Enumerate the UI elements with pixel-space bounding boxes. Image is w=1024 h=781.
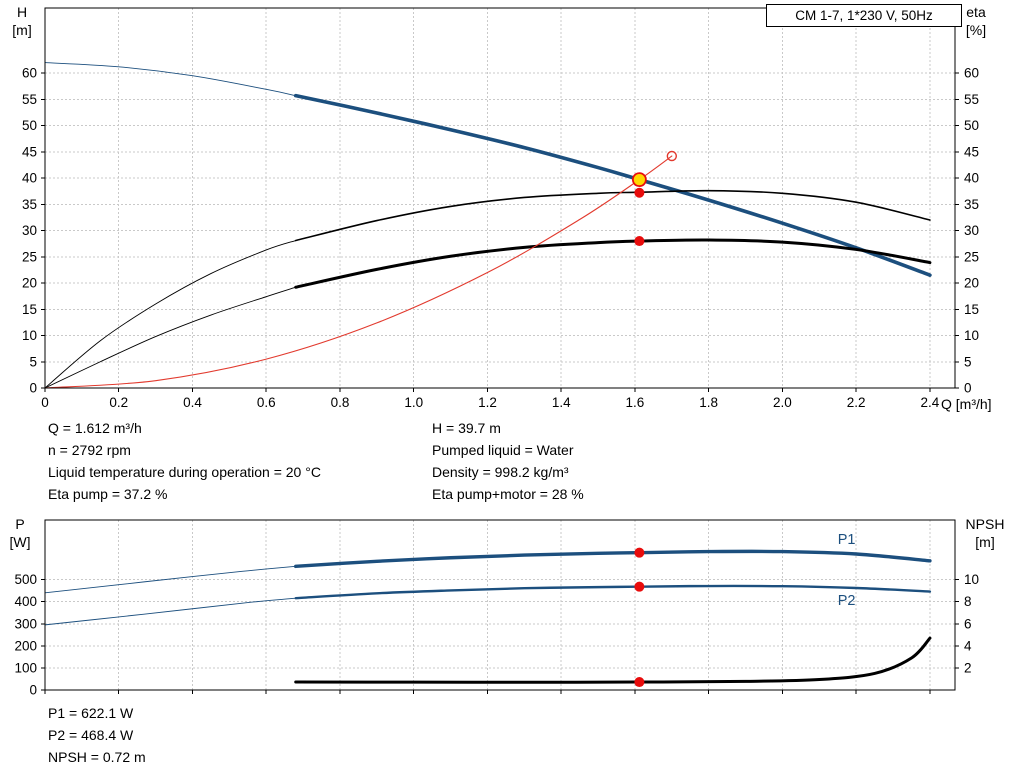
eta-pump-curve — [294, 189, 931, 242]
right-tick-label: 10 — [964, 328, 979, 343]
right-tick-label: 15 — [964, 302, 979, 317]
npsh-axis-label: NPSH — [965, 516, 1005, 532]
y-tick-label: 0 — [29, 683, 37, 698]
eta-axis-label: eta — [966, 4, 986, 20]
npsh-curve — [294, 636, 932, 684]
right-tick-label: 8 — [964, 594, 972, 609]
y-tick-label: 400 — [14, 594, 37, 609]
info-flow: Q = 1.612 m³/h — [48, 420, 142, 436]
info-eta-pump: Eta pump = 37.2 % — [48, 486, 168, 502]
info-p1: P1 = 622.1 W — [48, 705, 134, 721]
right-tick-label: 6 — [964, 616, 972, 631]
y-tick-label: 5 — [29, 354, 37, 369]
p2-curve-extension — [44, 597, 297, 626]
info-p2: P2 = 468.4 W — [48, 727, 134, 743]
eta-axis-unit: [%] — [965, 22, 987, 38]
x-tick-label: 0.8 — [331, 395, 350, 410]
x-tick-label: 0.4 — [183, 395, 202, 410]
p1-curve-extension — [44, 565, 297, 594]
x-tick-label: 2.2 — [847, 395, 866, 410]
x-tick-label: 2.4 — [921, 395, 940, 410]
pump-model-box: CM 1-7, 1*230 V, 50Hz — [766, 4, 962, 27]
y-tick-label: 20 — [22, 276, 37, 291]
eta-pump-motor-curve — [294, 238, 932, 289]
right-tick-label: 10 — [964, 572, 979, 587]
y-tick-label: 300 — [14, 616, 37, 631]
y-tick-label: 35 — [22, 197, 37, 212]
curve-label-p2: P2 — [838, 593, 856, 609]
y-tick-label: 40 — [22, 171, 37, 186]
x-tick-label: 1.4 — [552, 395, 571, 410]
right-tick-label: 5 — [964, 354, 972, 369]
q-axis-label: Q [m³/h] — [941, 396, 992, 412]
eta-pump-point — [634, 187, 645, 198]
y-tick-label: 30 — [22, 223, 37, 238]
eta-pump-motor-extension — [44, 286, 297, 389]
y-tick-label: 500 — [14, 572, 37, 587]
info-head: H = 39.7 m — [432, 420, 501, 436]
info-npsh: NPSH = 0.72 m — [48, 749, 146, 765]
p-axis-label: P — [15, 516, 25, 532]
system-curve — [44, 155, 673, 389]
info-eta-total: Eta pump+motor = 28 % — [432, 486, 584, 502]
x-tick-label: 1.2 — [478, 395, 497, 410]
p-axis-unit: [W] — [9, 534, 31, 550]
right-tick-label: 35 — [964, 197, 979, 212]
info-density: Density = 998.2 kg/m³ — [432, 464, 569, 480]
eta-pump-extension — [44, 240, 297, 389]
system-curve-end-circle — [666, 150, 678, 162]
y-tick-label: 50 — [22, 118, 37, 133]
p2-curve — [294, 584, 932, 600]
y-tick-label: 60 — [22, 66, 37, 81]
info-temperature: Liquid temperature during operation = 20… — [48, 464, 321, 480]
y-tick-label: 55 — [22, 92, 37, 107]
duty-point[interactable] — [631, 172, 647, 188]
right-tick-label: 25 — [964, 249, 979, 264]
y-tick-label: 15 — [22, 302, 37, 317]
info-speed: n = 2792 rpm — [48, 442, 131, 458]
x-tick-label: 1.0 — [404, 395, 423, 410]
npsh-axis-unit: [m] — [975, 534, 995, 550]
x-tick-label: 0.2 — [109, 395, 128, 410]
pump-curve-extension — [44, 62, 297, 97]
eta-pump-motor-point — [634, 236, 645, 247]
right-tick-label: 45 — [964, 144, 979, 159]
x-tick-label: 0.6 — [257, 395, 276, 410]
plot-frame — [44, 519, 956, 691]
right-tick-label: 20 — [964, 276, 979, 291]
x-tick-label: 1.6 — [626, 395, 645, 410]
y-tick-label: 100 — [14, 660, 37, 675]
right-tick-label: 0 — [964, 381, 972, 396]
curve-label-p1: P1 — [838, 532, 856, 548]
y-tick-label: 0 — [29, 381, 37, 396]
h-axis-unit: [m] — [12, 22, 32, 38]
x-tick-label: 2.0 — [773, 395, 792, 410]
p1-curve — [294, 549, 932, 569]
right-tick-label: 40 — [964, 171, 979, 186]
p1-point — [634, 547, 645, 558]
y-tick-label: 25 — [22, 249, 37, 264]
right-tick-label: 55 — [964, 92, 979, 107]
y-tick-label: 10 — [22, 328, 37, 343]
h-axis-label: H — [16, 4, 28, 20]
x-tick-label: 1.8 — [699, 395, 718, 410]
right-tick-label: 2 — [964, 660, 972, 675]
plot-frame — [44, 7, 956, 389]
pump-curve — [293, 93, 932, 277]
right-tick-label: 4 — [964, 638, 972, 653]
pump-model-label: CM 1-7, 1*230 V, 50Hz — [795, 8, 933, 23]
x-tick-label: 0 — [41, 395, 49, 410]
info-liquid: Pumped liquid = Water — [432, 442, 574, 458]
npsh-point — [634, 677, 645, 688]
y-tick-label: 200 — [14, 638, 37, 653]
right-tick-label: 60 — [964, 66, 979, 81]
right-tick-label: 50 — [964, 118, 979, 133]
right-tick-label: 30 — [964, 223, 979, 238]
p2-point — [634, 581, 645, 592]
y-tick-label: 45 — [22, 144, 37, 159]
